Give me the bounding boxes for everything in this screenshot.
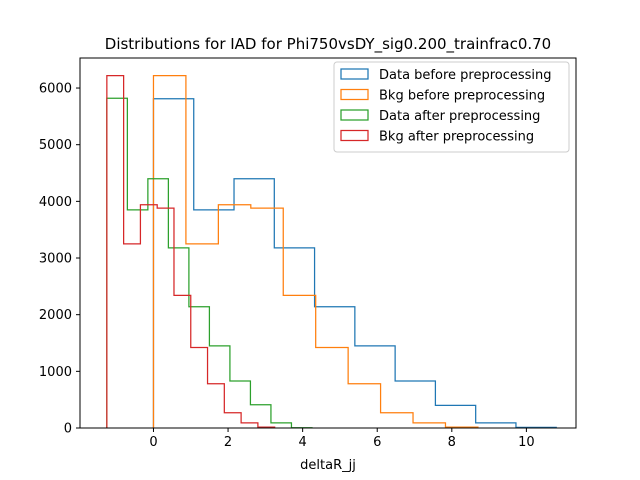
legend-label: Bkg before preprocessing: [379, 89, 545, 104]
histogram-steps: [106, 74, 557, 429]
legend-label: Bkg after preprocessing: [379, 130, 534, 145]
y-tick-label: 6000: [39, 82, 72, 97]
y-tick-label: 3000: [39, 252, 72, 267]
legend-swatch: [340, 129, 369, 142]
x-tick-label: 8: [448, 435, 456, 450]
series-step-0: [152, 98, 557, 429]
y-tick-label: 2000: [39, 308, 72, 323]
y-tick-label: 5000: [39, 138, 72, 153]
x-tick-label: 10: [518, 435, 535, 450]
y-tick-label: 1000: [39, 365, 72, 380]
legend: Data before preprocessing Bkg before prep…: [333, 61, 570, 153]
legend-swatch: [340, 68, 369, 80]
x-axis-label: deltaR_jj: [300, 458, 356, 473]
plot-area-frame: [79, 57, 577, 429]
x-tick-label: 4: [298, 435, 306, 450]
series-step-3: [106, 74, 276, 428]
legend-swatch: [340, 109, 369, 121]
legend-label: Data before preprocessing: [379, 68, 552, 83]
legend-swatch: [340, 88, 369, 101]
legend-label: Data after preprocessing: [379, 109, 540, 124]
x-tick-label: 0: [149, 435, 157, 450]
series-step-1: [152, 74, 479, 428]
chart-title: Distributions for IAD for Phi750vsDY_sig…: [105, 35, 551, 54]
y-tick-label: 4000: [39, 195, 72, 210]
x-tick-label: 6: [373, 435, 381, 450]
series-step-2: [106, 97, 313, 429]
y-tick-label: 0: [64, 422, 72, 437]
legend-items: Data before preprocessing Bkg before prep…: [340, 68, 552, 145]
x-tick-label: 2: [224, 435, 232, 450]
legend-box: [333, 61, 570, 153]
x-axis-ticks: 0 2 4 6 8 10: [149, 428, 535, 450]
y-axis-ticks: 0 1000 2000 3000 4000 5000 6000: [39, 82, 80, 437]
